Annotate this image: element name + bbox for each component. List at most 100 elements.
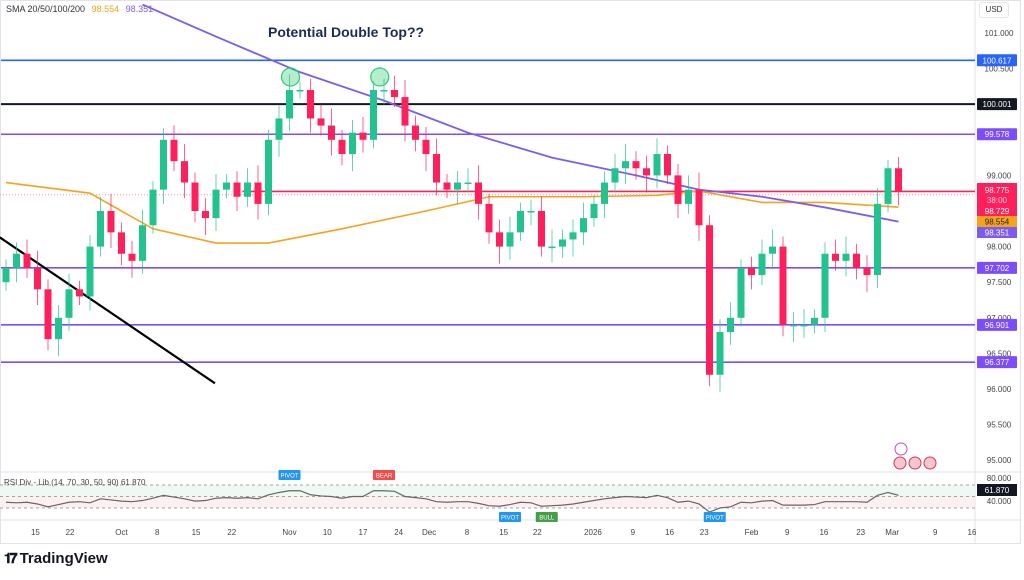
brand-name: TradingView bbox=[19, 550, 108, 567]
candle bbox=[55, 304, 62, 357]
candle bbox=[244, 168, 251, 207]
candle bbox=[359, 117, 367, 153]
candle-body bbox=[727, 317, 734, 333]
us-flag-event-icon bbox=[923, 456, 937, 470]
rsi-signal-tag: PIVOT bbox=[703, 512, 726, 522]
sma-purple-line bbox=[142, 3, 899, 223]
candle-body bbox=[433, 154, 440, 183]
candle-body bbox=[769, 246, 776, 254]
candle bbox=[160, 128, 167, 204]
sma-orange-value: 98.554 bbox=[91, 4, 120, 14]
candle bbox=[884, 159, 892, 213]
level-price-label-bg bbox=[977, 98, 1017, 111]
lightning-event-icon bbox=[894, 442, 908, 456]
time-tick-label: 24 bbox=[394, 528, 403, 537]
last-price-box bbox=[977, 183, 1017, 216]
currency-button[interactable]: USD bbox=[979, 2, 1009, 18]
sma-purple-price-box bbox=[977, 227, 1017, 238]
candle-body bbox=[76, 289, 83, 297]
price-tick-label: 96.000 bbox=[987, 385, 1012, 394]
price-tick-label: 97.500 bbox=[987, 278, 1012, 287]
candle-body bbox=[548, 246, 556, 249]
chart-frame bbox=[0, 0, 1021, 544]
candle bbox=[842, 236, 850, 277]
candle bbox=[275, 105, 283, 157]
candle-body bbox=[748, 267, 755, 276]
candle-body bbox=[538, 211, 545, 247]
candle bbox=[338, 129, 346, 166]
candle-body bbox=[139, 225, 146, 261]
candle-body bbox=[632, 161, 640, 169]
candle bbox=[790, 312, 797, 343]
time-tick-label: 9 bbox=[631, 528, 636, 537]
candle bbox=[653, 138, 661, 189]
candle bbox=[895, 156, 902, 206]
time-tick-label: 16 bbox=[968, 528, 977, 537]
price-tick-label: 99.000 bbox=[987, 171, 1012, 180]
candle bbox=[254, 165, 262, 220]
time-tick-label: 16 bbox=[665, 528, 674, 537]
time-tick-label: 22 bbox=[227, 528, 236, 537]
rsi-signal-bg bbox=[373, 470, 395, 480]
candle-body bbox=[569, 232, 577, 240]
tradingview-brand[interactable]: 𝟏𝟕 TradingView bbox=[4, 550, 108, 567]
time-tick-label: 2026 bbox=[584, 528, 602, 537]
candle-body bbox=[254, 182, 262, 204]
time-tick-label: Dec bbox=[422, 528, 436, 537]
candle bbox=[296, 81, 304, 99]
candle bbox=[317, 104, 325, 136]
candle bbox=[664, 145, 671, 184]
candle bbox=[170, 125, 178, 172]
candle-body bbox=[23, 253, 31, 268]
level-price-label-bg bbox=[977, 128, 1017, 141]
rsi-legend: RSI Div - Lib (14, 70, 30, 50, 90) 61.87… bbox=[4, 478, 146, 487]
candle bbox=[370, 81, 377, 149]
candle bbox=[821, 242, 829, 333]
level-price-label-bg bbox=[977, 318, 1017, 331]
candle bbox=[13, 242, 20, 283]
candle-body bbox=[653, 154, 661, 176]
candle-body bbox=[170, 139, 178, 162]
candle bbox=[548, 229, 556, 263]
candle-body bbox=[832, 253, 839, 261]
candle-body bbox=[695, 189, 703, 226]
candle bbox=[811, 309, 818, 334]
candle-body bbox=[485, 203, 493, 233]
candle-body bbox=[821, 253, 829, 318]
candle-body bbox=[601, 182, 608, 204]
candle bbox=[737, 259, 745, 327]
candle-body bbox=[412, 125, 419, 140]
sma-legend-label: SMA 20/50/100/200 bbox=[6, 4, 86, 14]
candle-body bbox=[758, 253, 766, 276]
candle bbox=[422, 126, 430, 172]
price-chart[interactable]: 101.000100.50099.00098.00097.50097.00096… bbox=[0, 0, 1024, 545]
candle-body bbox=[664, 154, 671, 176]
rsi-signal-label: PIVOT bbox=[706, 516, 724, 522]
candle-body bbox=[107, 211, 115, 233]
candle-body bbox=[874, 203, 881, 276]
last-price-label: 98.775 bbox=[985, 186, 1010, 195]
candle bbox=[506, 216, 514, 260]
time-tick-label: 16 bbox=[819, 528, 828, 537]
candle bbox=[622, 144, 629, 184]
candle-body bbox=[454, 182, 461, 190]
candle-body bbox=[380, 89, 388, 92]
candle bbox=[286, 74, 293, 132]
time-tick-label: 22 bbox=[533, 528, 542, 537]
candle bbox=[307, 78, 314, 133]
candle-body bbox=[401, 97, 409, 126]
rsi-signal-label: BULL bbox=[539, 516, 555, 522]
candle-body bbox=[517, 211, 524, 233]
candle-body bbox=[559, 239, 566, 247]
time-tick-label: 23 bbox=[700, 528, 709, 537]
candle bbox=[832, 239, 839, 271]
candle bbox=[643, 155, 650, 193]
candle bbox=[758, 239, 766, 286]
candle bbox=[380, 78, 388, 105]
candle bbox=[496, 219, 503, 264]
candle-body bbox=[895, 168, 902, 192]
candle bbox=[779, 236, 787, 337]
candle-body bbox=[349, 132, 356, 155]
level-price-label-bg bbox=[977, 356, 1017, 369]
prev-close-price-label: 98.729 bbox=[985, 207, 1010, 216]
